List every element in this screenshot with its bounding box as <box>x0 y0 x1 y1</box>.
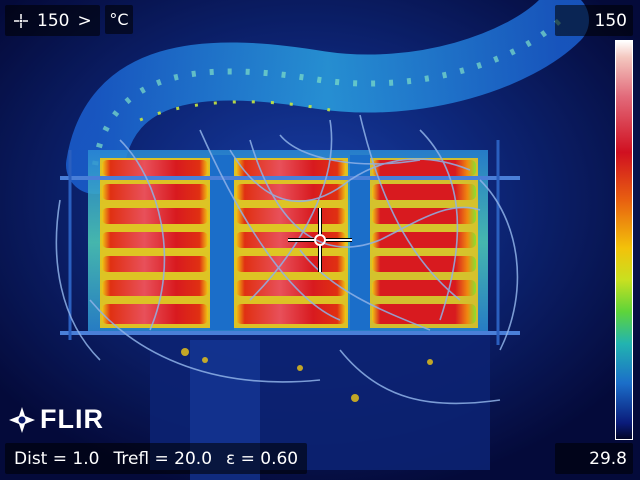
unit-label[interactable]: °C <box>105 5 133 34</box>
flir-logo-mark-icon <box>9 406 35 433</box>
cell-group-right <box>370 158 478 328</box>
spot-meter-icon <box>14 13 28 28</box>
distance-value: Dist = 1.0 <box>14 448 100 469</box>
flir-logo-text: FLIR <box>40 404 104 434</box>
spot-meter-chip[interactable]: 150 > <box>5 5 100 36</box>
measurement-parameters[interactable]: Dist = 1.0 Trefl = 20.0 ε = 0.60 <box>5 443 308 474</box>
scale-max-value[interactable]: 150 <box>555 5 633 36</box>
emissivity-value: ε = 0.60 <box>226 448 299 469</box>
temperature-scale-bar <box>615 40 633 440</box>
spot-value: 150 <box>37 10 70 31</box>
cell-group-left <box>100 158 210 328</box>
crosshair-spot-marker <box>288 208 352 272</box>
scale-min-value[interactable]: 29.8 <box>555 443 633 474</box>
reflected-temp-value: Trefl = 20.0 <box>113 448 213 469</box>
flir-logo: FLIR <box>8 404 104 435</box>
chevron-right-icon[interactable]: > <box>77 10 92 31</box>
